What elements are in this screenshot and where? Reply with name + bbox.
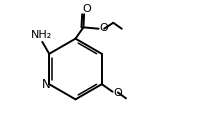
Text: NH₂: NH₂ [31, 30, 52, 40]
Text: O: O [82, 4, 91, 14]
Text: O: O [113, 87, 122, 98]
Text: N: N [42, 78, 51, 91]
Text: O: O [99, 23, 108, 33]
